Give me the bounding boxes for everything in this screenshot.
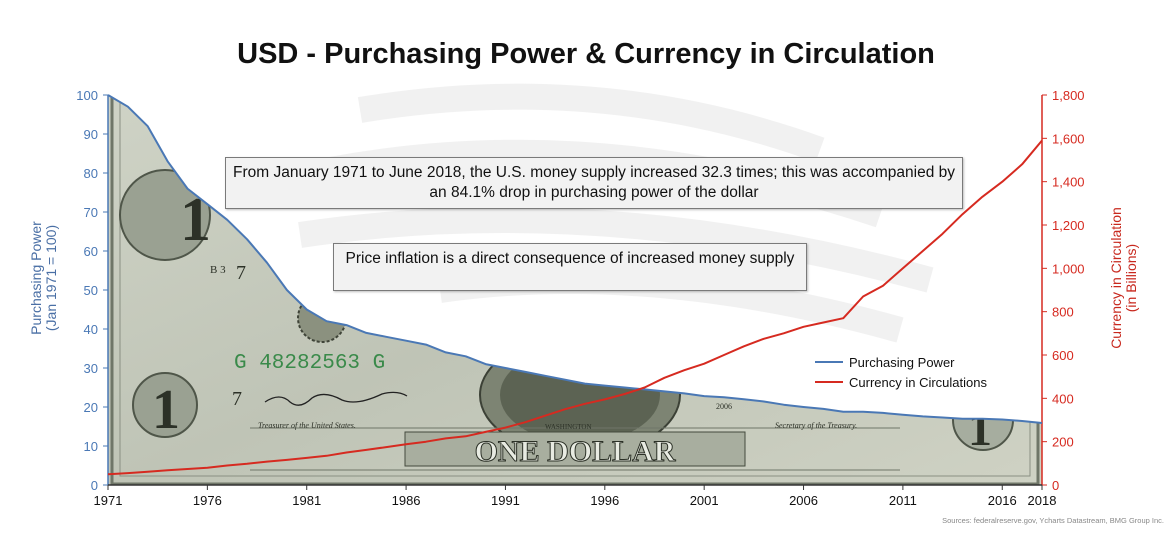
right-axis-tick-label: 600 — [1052, 348, 1074, 363]
left-axis-tick-label: 10 — [84, 439, 98, 454]
right-axis-tick-label: 200 — [1052, 435, 1074, 450]
background-watermark — [298, 83, 934, 343]
source-credit: Sources: federalreserve.gov, Ycharts Dat… — [942, 516, 1164, 525]
right-axis-label-line2: (in Billions) — [1123, 243, 1139, 313]
bill-series-year: 2006 — [716, 402, 732, 411]
right-axis-tick-label: 400 — [1052, 391, 1074, 406]
x-axis-tick-label: 1971 — [94, 493, 123, 508]
bill-number-seven-upper: 7 — [236, 262, 246, 284]
left-axis-tick-label: 50 — [84, 283, 98, 298]
chart-title: USD - Purchasing Power & Currency in Cir… — [237, 38, 935, 70]
left-axis-tick-label: 20 — [84, 400, 98, 415]
x-axis-tick-label: 1996 — [590, 493, 619, 508]
bill-numeral-one: 1 — [180, 186, 211, 254]
chart-series — [107, 94, 1043, 476]
bill-number-seven-lower: 7 — [232, 388, 242, 410]
left-axis-label-line2: (Jan 1971 = 100) — [43, 224, 59, 332]
chart-axes: 0 10 20 30 40 50 60 70 80 90 100 0 200 400 600 800 1,000… — [76, 88, 1084, 508]
right-axis-tick-label: 0 — [1052, 478, 1059, 493]
x-axis-tick-label: 1986 — [392, 493, 421, 508]
bill-signature — [264, 391, 408, 406]
legend-label: Currency in Circulations — [849, 375, 987, 390]
left-axis-label-line1: Purchasing Power — [28, 221, 44, 335]
right-axis-label: Currency in Circulation (in Billions) — [1108, 207, 1139, 349]
left-axis-tick-label: 60 — [84, 244, 98, 259]
x-axis-tick-label: 2006 — [789, 493, 818, 508]
right-axis-tick-label: 1,000 — [1052, 261, 1085, 276]
series-line-purchasing-power — [107, 94, 1043, 424]
left-axis-tick-label: 30 — [84, 361, 98, 376]
bill-city-text: WASHINGTON — [545, 423, 592, 431]
x-axis-tick-label: 2011 — [889, 493, 917, 508]
right-axis-tick-label: 1,600 — [1052, 131, 1085, 146]
bill-serial-number: G 48282563 G — [234, 352, 385, 375]
bill-numeral-one-right: 1 — [968, 403, 992, 456]
left-axis-tick-label: 100 — [76, 88, 98, 103]
bill-denomination: ONE DOLLAR — [475, 435, 676, 468]
left-axis-tick-label: 70 — [84, 205, 98, 220]
right-axis-tick-label: 1,400 — [1052, 175, 1085, 190]
right-axis-tick-label: 800 — [1052, 305, 1074, 320]
x-axis-tick-label: 1981 — [292, 493, 321, 508]
series-line-currency-in-circulation — [107, 139, 1043, 476]
bill-secretary-text: Secretary of the Treasury. — [775, 421, 857, 430]
left-axis-tick-label: 80 — [84, 166, 98, 181]
right-axis-tick-label: 1,200 — [1052, 218, 1085, 233]
x-axis-tick-label: 1991 — [491, 493, 520, 508]
right-axis-label-line1: Currency in Circulation — [1108, 207, 1124, 349]
left-axis-tick-label: 40 — [84, 322, 98, 337]
bill-letter-code: B 3 — [210, 264, 226, 276]
left-axis-label: Purchasing Power (Jan 1971 = 100) — [28, 221, 59, 335]
legend-label: Purchasing Power — [849, 355, 955, 370]
annotation-price-inflation: Price inflation is a direct consequence … — [333, 243, 807, 291]
left-axis-tick-label: 90 — [84, 127, 98, 142]
x-axis-tick-label: 2018 — [1028, 493, 1057, 508]
bill-numeral-one-lower: 1 — [152, 379, 180, 441]
x-axis-tick-label: 1976 — [193, 493, 222, 508]
bill-treasurer-text: Treasurer of the United States. — [258, 421, 356, 430]
x-axis-tick-label: 2001 — [690, 493, 719, 508]
x-axis-tick-label: 2016 — [988, 493, 1017, 508]
annotation-money-supply: From January 1971 to June 2018, the U.S.… — [225, 157, 963, 209]
right-axis-tick-label: 1,800 — [1052, 88, 1085, 103]
left-axis-tick-label: 0 — [91, 478, 98, 493]
chart-legend: Purchasing Power Currency in Circulations — [815, 355, 987, 390]
